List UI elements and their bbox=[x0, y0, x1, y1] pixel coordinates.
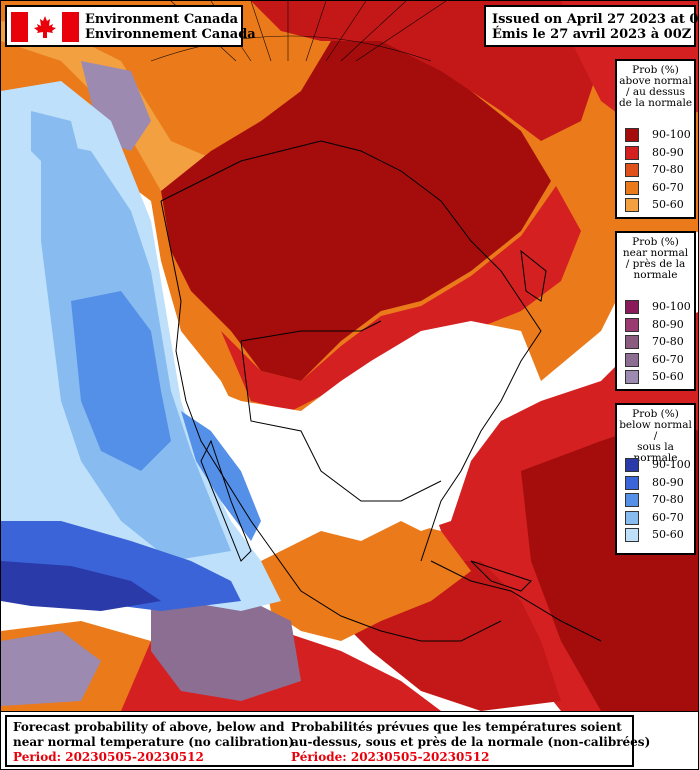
legend-range: 50-60 bbox=[652, 198, 684, 211]
legend-swatch bbox=[625, 128, 639, 142]
issued-fr: Émis le 27 avril 2023 à 00Z bbox=[492, 27, 692, 42]
legend-range: 90-100 bbox=[652, 300, 691, 313]
legend-swatch bbox=[625, 335, 639, 349]
below-baja bbox=[181, 411, 261, 541]
legend-near-title-line: normale bbox=[633, 269, 678, 281]
below-pacific-mid bbox=[71, 291, 171, 471]
legend-below-title-line: Prob (%) bbox=[632, 408, 679, 420]
legend-swatch bbox=[625, 317, 639, 332]
legend-above-normal: Prob (%) above normal / au dessus de la … bbox=[615, 59, 696, 219]
agency-logo-box: Environment Canada Environnement Canada bbox=[5, 5, 256, 47]
legend-range: 60-70 bbox=[652, 352, 684, 366]
legend-near-title-line: / près de la bbox=[625, 258, 686, 270]
legend-below-title: Prob (%) below normal / sous la normale bbox=[617, 405, 694, 464]
description-en-line-1: Forecast probability of above, below and bbox=[13, 720, 285, 734]
legend-range: 50-60 bbox=[652, 370, 684, 383]
below-bering bbox=[31, 111, 81, 171]
legend-range: 70-80 bbox=[652, 163, 684, 176]
legend-swatch bbox=[625, 180, 639, 195]
description-fr-line-2: au-dessus, sous et près de la normale (n… bbox=[291, 735, 651, 749]
legend-range: 60-70 bbox=[652, 510, 684, 524]
legend-below-title-line: below normal / bbox=[619, 419, 692, 442]
legend-range: 90-100 bbox=[652, 458, 691, 471]
agency-name-en: Environment Canada bbox=[85, 12, 238, 27]
coastlines bbox=[160, 140, 602, 642]
near-lower-left bbox=[1, 631, 101, 706]
legend-swatch bbox=[625, 198, 639, 212]
description-fr-line-1: Probabilités prévues que les température… bbox=[291, 720, 622, 734]
legend-range: 50-60 bbox=[652, 528, 684, 541]
legend-below-normal: Prob (%) below normal / sous la normale … bbox=[615, 403, 696, 555]
legend-range: 80-90 bbox=[652, 317, 684, 331]
legend-near-title-line: near normal bbox=[622, 247, 689, 259]
legend-near-title-line: Prob (%) bbox=[632, 236, 679, 248]
neutral-conus bbox=[191, 321, 541, 531]
footer-description-box: Forecast probability of above, below and… bbox=[5, 715, 650, 767]
description-en-line-2: near normal temperature (no calibration) bbox=[13, 735, 295, 749]
legend-range: 60-70 bbox=[652, 180, 684, 194]
above-core-canada bbox=[161, 31, 551, 381]
legend-swatch bbox=[625, 475, 639, 490]
legend-above-title: Prob (%) above normal / au dessus de la … bbox=[617, 61, 694, 109]
legend-range: 90-100 bbox=[652, 128, 691, 141]
legend-above-title-line: above normal bbox=[619, 75, 692, 87]
legend-swatch bbox=[625, 300, 639, 314]
legend-near-title: Prob (%) near normal / près de la normal… bbox=[617, 233, 694, 281]
legend-above-title-line: de la normale bbox=[618, 97, 693, 109]
below-pacific-core bbox=[1, 561, 161, 611]
legend-range: 80-90 bbox=[652, 475, 684, 489]
legend-swatch bbox=[625, 510, 639, 525]
legend-swatch bbox=[625, 493, 639, 507]
legend-above-title-line: Prob (%) bbox=[632, 64, 679, 76]
legend-above-title-line: / au dessus bbox=[625, 86, 686, 98]
agency-name-fr: Environnement Canada bbox=[85, 27, 256, 42]
issued-box: Issued on April 27 2023 at 00Z Émis le 2… bbox=[484, 5, 699, 47]
legend-swatch bbox=[625, 163, 639, 177]
legend-swatch bbox=[625, 352, 639, 367]
legend-range: 80-90 bbox=[652, 145, 684, 159]
legend-swatch bbox=[625, 458, 639, 472]
above-red-canada bbox=[221, 186, 581, 411]
legend-range: 70-80 bbox=[652, 493, 684, 506]
period-fr: Période: 20230505-20230512 bbox=[291, 750, 490, 764]
near-pacific-south bbox=[151, 591, 301, 701]
issued-en: Issued on April 27 2023 at 00Z bbox=[492, 12, 699, 27]
probability-map bbox=[1, 1, 698, 711]
legend-swatch bbox=[625, 370, 639, 384]
legend-range: 70-80 bbox=[652, 335, 684, 348]
below-normal-regions bbox=[1, 81, 281, 611]
above-normal-regions bbox=[1, 1, 698, 711]
legend-near-normal: Prob (%) near normal / près de la normal… bbox=[615, 231, 696, 391]
canada-flag-icon bbox=[11, 12, 79, 42]
legend-below-title-line: sous la normale bbox=[633, 441, 678, 464]
legend-swatch bbox=[625, 528, 639, 542]
period-en: Period: 20230505-20230512 bbox=[13, 750, 204, 764]
legend-swatch bbox=[625, 145, 639, 160]
map-footer: Forecast probability of above, below and… bbox=[1, 711, 698, 769]
above-mexico bbox=[261, 521, 471, 641]
